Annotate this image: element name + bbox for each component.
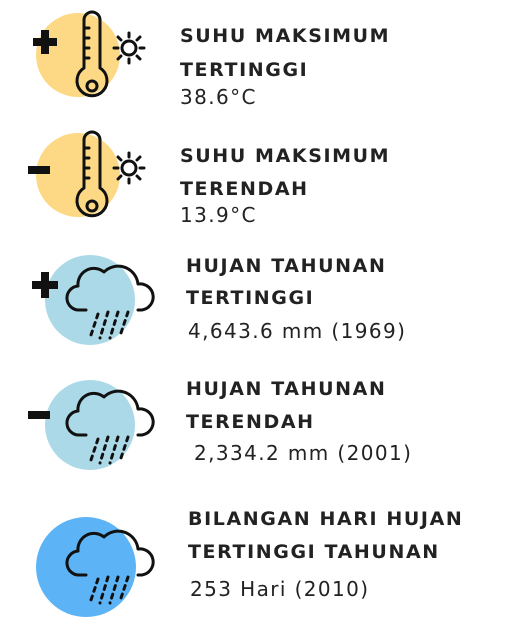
row-max-temp-low: SUHU MAKSIMUM TERENDAH 13.9°C: [28, 130, 390, 227]
item-title: TERENDAH: [186, 411, 315, 433]
icon-bg: [45, 380, 135, 470]
row-rain-low: HUJAN TAHUNAN TERENDAH 2,334.2 mm (2001): [28, 378, 412, 470]
icon-bg: [45, 255, 135, 345]
item-value: 253 Hari (2010): [190, 577, 369, 601]
item-title: TERTINGGI: [186, 287, 314, 309]
item-title: SUHU MAKSIMUM: [180, 145, 390, 167]
item-title: TERENDAH: [180, 178, 309, 200]
row-rain-days: BILANGAN HARI HUJAN TERTINGGI TAHUNAN 25…: [36, 508, 463, 617]
item-value: 2,334.2 mm (2001): [194, 441, 412, 465]
item-title: HUJAN TAHUNAN: [186, 378, 386, 400]
row-rain-high: HUJAN TAHUNAN TERTINGGI 4,643.6 mm (1969…: [32, 255, 406, 345]
plus-sign: [33, 30, 57, 54]
item-value: 13.9°C: [180, 203, 257, 227]
item-title: TERTINGGI: [180, 59, 308, 81]
row-max-temp-high: SUHU MAKSIMUM TERTINGGI 38.6°C: [33, 10, 390, 109]
item-value: 4,643.6 mm (1969): [188, 319, 406, 343]
plus-sign: [32, 272, 58, 298]
item-title: SUHU MAKSIMUM: [180, 25, 390, 47]
item-title: BILANGAN HARI HUJAN: [188, 508, 463, 530]
icon-bg: [36, 517, 136, 617]
item-title: HUJAN TAHUNAN: [186, 255, 386, 277]
item-title: TERTINGGI TAHUNAN: [188, 541, 440, 563]
item-value: 38.6°C: [180, 85, 257, 109]
